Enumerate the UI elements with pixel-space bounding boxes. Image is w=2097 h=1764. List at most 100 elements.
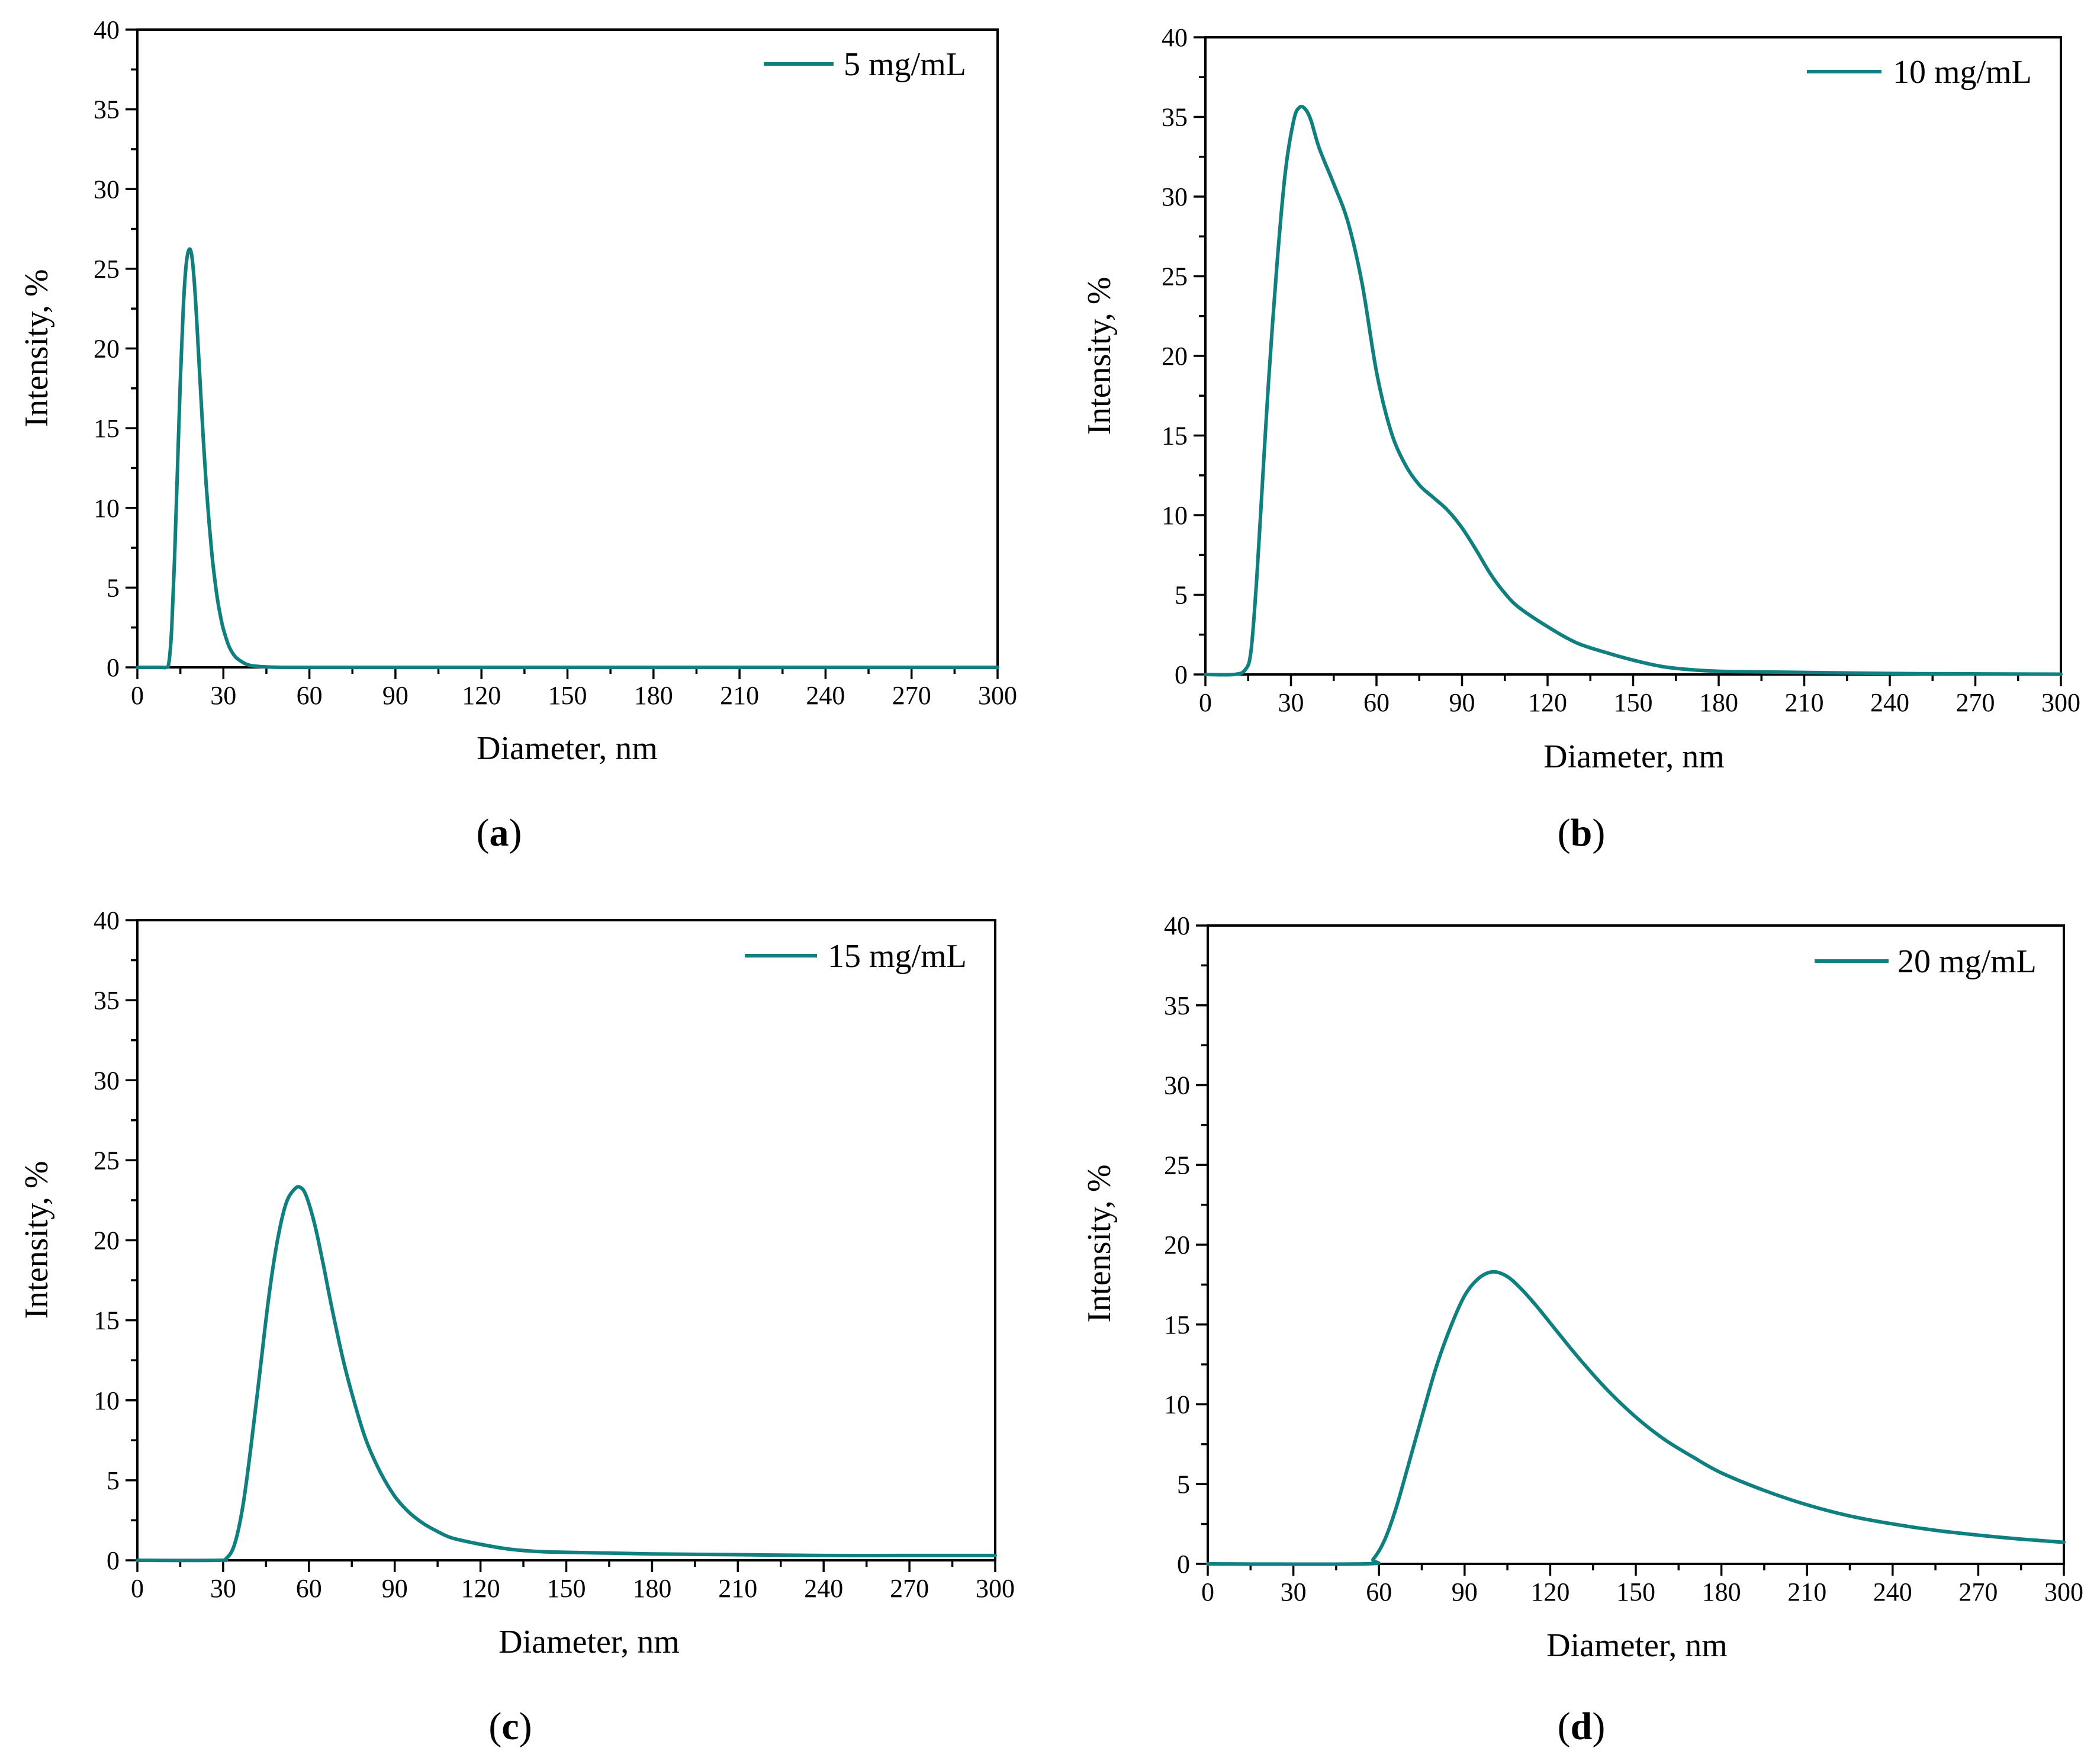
- x-tick-label: 120: [1528, 688, 1567, 717]
- panel-a: 0 30 60 90 120 150 180 210 240 270 300 0 5 10 15 20 25 3…: [18, 15, 1017, 854]
- y-axis-ticks: 0 5 10 15 20 25 30 35 40: [94, 15, 137, 682]
- x-tick-label: 150: [1614, 688, 1653, 717]
- caption-letter: c: [501, 1705, 519, 1748]
- y-tick-label: 35: [1164, 991, 1190, 1020]
- y-tick-label: 0: [1177, 1550, 1190, 1579]
- legend-label: 5 mg/mL: [844, 46, 966, 83]
- x-tick-label: 60: [1366, 1577, 1392, 1606]
- legend-label: 20 mg/mL: [1897, 943, 2037, 980]
- x-tick-label: 210: [718, 1574, 757, 1603]
- y-axis-ticks: 0 5 10 15 20 25 30 35 40: [1164, 911, 1208, 1579]
- x-tick-label: 90: [382, 1574, 408, 1603]
- x-axis-ticks: 0 30 60 90 120 150 180 210 240 270 300: [131, 667, 1017, 710]
- x-tick-label: 210: [720, 681, 759, 710]
- legend-label: 15 mg/mL: [828, 938, 967, 975]
- x-tick-label: 150: [547, 1574, 586, 1603]
- y-tick-label: 40: [1162, 23, 1188, 52]
- x-tick-label: 150: [548, 681, 587, 710]
- x-axis-title: Diameter, nm: [1543, 738, 1725, 775]
- x-tick-label: 60: [296, 1574, 322, 1603]
- plot-frame: [1204, 36, 2062, 676]
- y-tick-label: 25: [1164, 1151, 1190, 1180]
- x-tick-label: 90: [382, 681, 409, 710]
- legend-label: 10 mg/mL: [1893, 54, 2032, 91]
- y-tick-label: 10: [1164, 1390, 1190, 1419]
- x-tick-label: 30: [1278, 688, 1304, 717]
- x-tick-label: 60: [1363, 688, 1390, 717]
- y-tick-label: 20: [1162, 342, 1188, 371]
- x-tick-label: 240: [804, 1574, 843, 1603]
- x-tick-label: 240: [1870, 688, 1909, 717]
- x-tick-label: 0: [1199, 688, 1212, 717]
- y-tick-label: 35: [94, 95, 120, 124]
- y-axis-ticks: 0 5 10 15 20 25 30 35 40: [94, 906, 137, 1575]
- x-axis-title: Diameter, nm: [498, 1624, 680, 1660]
- x-tick-label: 30: [210, 681, 236, 710]
- x-tick-label: 0: [131, 681, 144, 710]
- y-axis-title: Intensity, %: [18, 1161, 55, 1319]
- y-tick-label: 40: [94, 906, 120, 935]
- panel-caption: (c): [488, 1705, 532, 1748]
- x-tick-label: 0: [131, 1574, 144, 1603]
- x-tick-label: 180: [1702, 1577, 1741, 1606]
- x-tick-label: 120: [462, 681, 501, 710]
- y-tick-label: 5: [107, 573, 120, 602]
- x-axis-title: Diameter, nm: [1546, 1627, 1728, 1664]
- x-tick-label: 150: [1616, 1577, 1655, 1606]
- series-line-10-mg-ml: [1204, 104, 2063, 677]
- y-axis-title: Intensity, %: [1081, 1165, 1118, 1323]
- x-tick-label: 240: [1873, 1577, 1912, 1606]
- x-tick-label: 60: [297, 681, 323, 710]
- y-tick-label: 5: [107, 1466, 120, 1495]
- x-tick-label: 270: [890, 1574, 929, 1603]
- y-tick-label: 5: [1177, 1470, 1190, 1499]
- x-axis-ticks: 0 30 60 90 120 150 180 210 240 270 300: [1201, 1564, 2083, 1606]
- y-tick-label: 15: [94, 1306, 120, 1335]
- x-tick-label: 120: [461, 1574, 500, 1603]
- y-axis-title: Intensity, %: [18, 269, 55, 428]
- y-tick-label: 30: [94, 1066, 120, 1095]
- panel-d: 0 30 60 90 120 150 180 210 240 270 300 0 5 10 15 20 25 3…: [1081, 911, 2083, 1748]
- x-tick-label: 270: [892, 681, 931, 710]
- y-tick-label: 25: [94, 255, 120, 284]
- plot-frame: [136, 919, 996, 1561]
- y-tick-label: 40: [94, 15, 120, 44]
- y-tick-label: 30: [1164, 1071, 1190, 1100]
- x-tick-label: 90: [1452, 1577, 1478, 1606]
- y-tick-label: 30: [94, 175, 120, 204]
- y-tick-label: 0: [107, 653, 120, 682]
- y-tick-label: 10: [94, 494, 120, 523]
- series-line-20-mg-ml: [1206, 1270, 2066, 1566]
- y-tick-label: 30: [1162, 182, 1188, 211]
- x-tick-label: 90: [1449, 688, 1475, 717]
- series-line-5-mg-ml: [136, 247, 999, 670]
- plot-frame: [1207, 924, 2065, 1565]
- y-tick-label: 10: [1162, 501, 1188, 530]
- x-tick-label: 120: [1530, 1577, 1569, 1606]
- y-tick-label: 15: [94, 414, 120, 443]
- x-tick-label: 210: [1787, 1577, 1826, 1606]
- x-axis-title: Diameter, nm: [477, 730, 658, 767]
- x-tick-label: 300: [976, 1574, 1015, 1603]
- y-tick-label: 20: [94, 335, 120, 364]
- series-line-15-mg-ml: [136, 1185, 997, 1563]
- y-tick-label: 0: [107, 1546, 120, 1575]
- panel-caption: (a): [477, 811, 522, 854]
- y-tick-label: 15: [1164, 1310, 1190, 1339]
- y-tick-label: 20: [1164, 1230, 1190, 1259]
- x-tick-label: 300: [2044, 1577, 2083, 1606]
- x-tick-label: 180: [632, 1574, 671, 1603]
- panel-caption: (b): [1558, 811, 1606, 854]
- x-tick-label: 180: [1699, 688, 1738, 717]
- x-tick-label: 180: [634, 681, 673, 710]
- y-tick-label: 40: [1164, 911, 1190, 940]
- caption-letter: a: [490, 811, 509, 854]
- y-tick-label: 20: [94, 1226, 120, 1255]
- x-tick-label: 30: [210, 1574, 236, 1603]
- y-tick-label: 35: [94, 986, 120, 1015]
- x-tick-label: 270: [1956, 688, 1995, 717]
- panel-b: 0 30 60 90 120 150 180 210 240 270 300 0 5 10 15 20 25 3…: [1081, 23, 2080, 854]
- y-tick-label: 5: [1175, 581, 1188, 610]
- y-tick-label: 25: [1162, 262, 1188, 291]
